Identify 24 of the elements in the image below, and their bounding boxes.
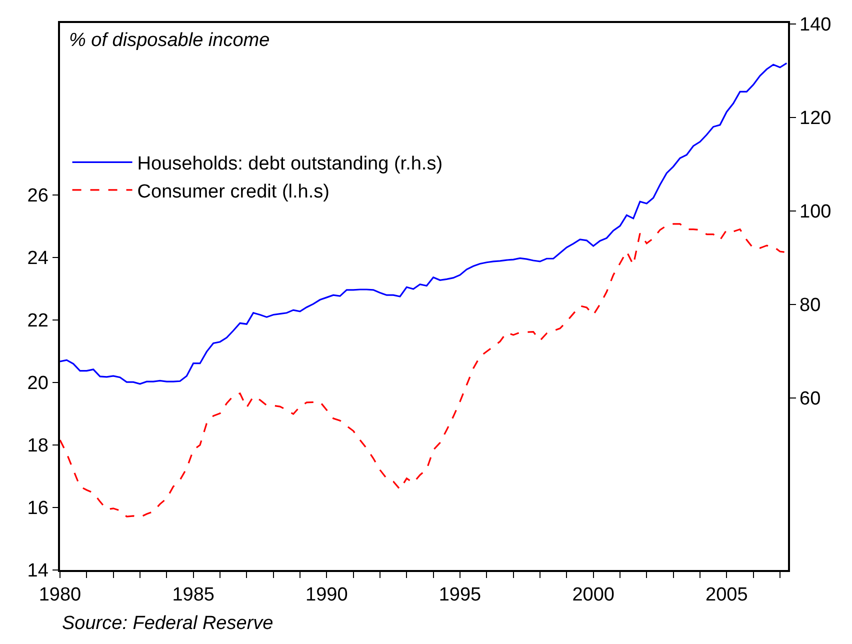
- y2-tick-label: 140: [800, 14, 832, 36]
- x-tick-label: 1980: [38, 584, 82, 606]
- y2-tick-label: 100: [800, 202, 832, 223]
- x-tick-label: 1995: [438, 584, 482, 606]
- legend-label: Consumer credit (l.h.s): [137, 181, 330, 202]
- line-series: [60, 223, 788, 518]
- y-tick-label: 22: [27, 310, 48, 332]
- line-series: [60, 62, 788, 385]
- x-tick-label: 2000: [572, 584, 614, 606]
- x-tick-label: 1985: [172, 584, 214, 606]
- x-tick-label: 2005: [706, 584, 748, 606]
- y2-tick-label: 120: [800, 108, 832, 130]
- y-tick-label: 18: [27, 436, 48, 457]
- x-tick-label: 1990: [306, 584, 348, 606]
- annotation: % of disposable income: [69, 30, 270, 51]
- y-tick-label: 26: [27, 186, 48, 207]
- y-tick-label: 16: [27, 498, 48, 520]
- y-tick-label: 24: [27, 248, 49, 270]
- y2-tick-label: 80: [800, 295, 821, 316]
- y-tick-label: 14: [27, 560, 49, 582]
- legend-label: Households: debt outstanding (r.h.s): [137, 154, 443, 175]
- source-note: Source: Federal Reserve: [62, 613, 274, 634]
- y2-tick-label: 60: [800, 388, 821, 410]
- y-tick-label: 20: [27, 373, 48, 394]
